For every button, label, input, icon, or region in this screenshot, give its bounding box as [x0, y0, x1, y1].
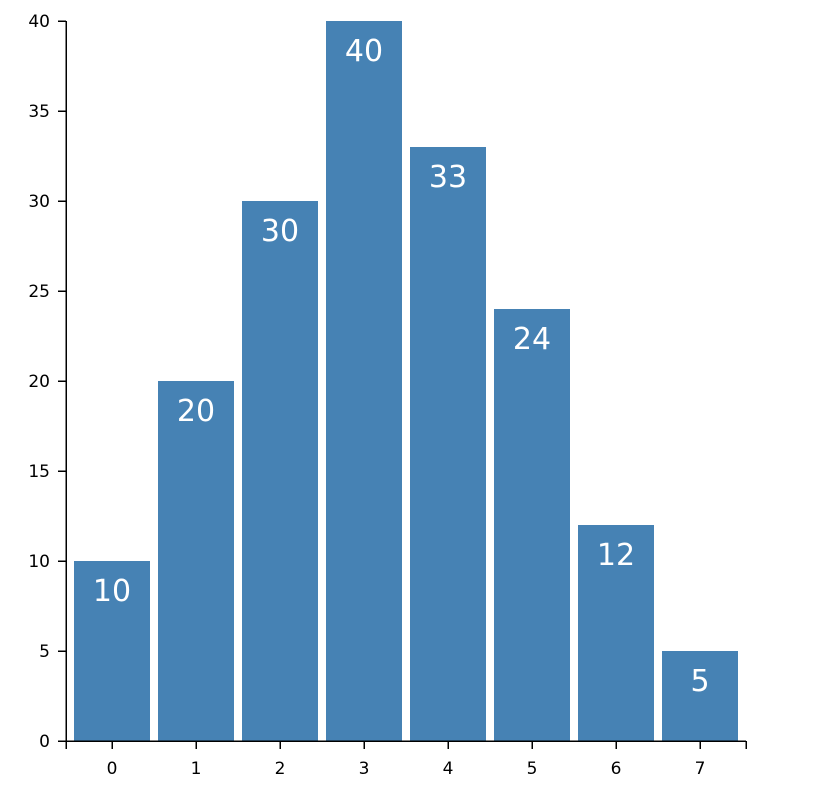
data-label-7: 5	[690, 664, 709, 699]
bar-1	[158, 381, 234, 741]
y-tick-label-15: 15	[28, 462, 50, 482]
data-label-1: 20	[177, 394, 215, 429]
data-label-3: 40	[345, 34, 383, 69]
data-label-6: 12	[597, 538, 635, 573]
bar-4	[410, 147, 486, 741]
y-tick-label-40: 40	[28, 12, 50, 32]
data-label-0: 10	[93, 574, 131, 609]
y-tick-label-10: 10	[28, 552, 50, 572]
y-tick-label-35: 35	[28, 102, 50, 122]
x-tick-label-7: 7	[695, 759, 706, 779]
bar-3	[326, 21, 402, 741]
x-tick-label-3: 3	[359, 759, 370, 779]
y-tick-label-30: 30	[28, 192, 50, 212]
bar-7	[662, 651, 738, 741]
x-tick-label-6: 6	[611, 759, 622, 779]
bar-0	[74, 561, 150, 741]
x-tick-label-2: 2	[275, 759, 286, 779]
y-tick-label-20: 20	[28, 372, 50, 392]
x-tick-label-1: 1	[191, 759, 202, 779]
y-tick-label-0: 0	[39, 732, 50, 752]
bar-6	[578, 525, 654, 741]
data-label-5: 24	[513, 322, 551, 357]
bars-group	[74, 21, 738, 741]
data-label-4: 33	[429, 160, 467, 195]
y-axis: 0 5 10 15 20 25 30 35 40	[28, 12, 67, 752]
y-tick-label-25: 25	[28, 282, 50, 302]
x-tick-label-4: 4	[443, 759, 454, 779]
x-tick-label-5: 5	[527, 759, 538, 779]
y-tick-label-5: 5	[39, 642, 50, 662]
bar-5	[494, 309, 570, 741]
x-axis: 0 1 2 3 4 5 6 7	[65, 740, 747, 779]
bar-2	[242, 201, 318, 741]
data-label-2: 30	[261, 214, 299, 249]
data-labels-group: 10 20 30 40 33 24 12 5	[93, 34, 710, 699]
x-tick-label-0: 0	[107, 759, 118, 779]
